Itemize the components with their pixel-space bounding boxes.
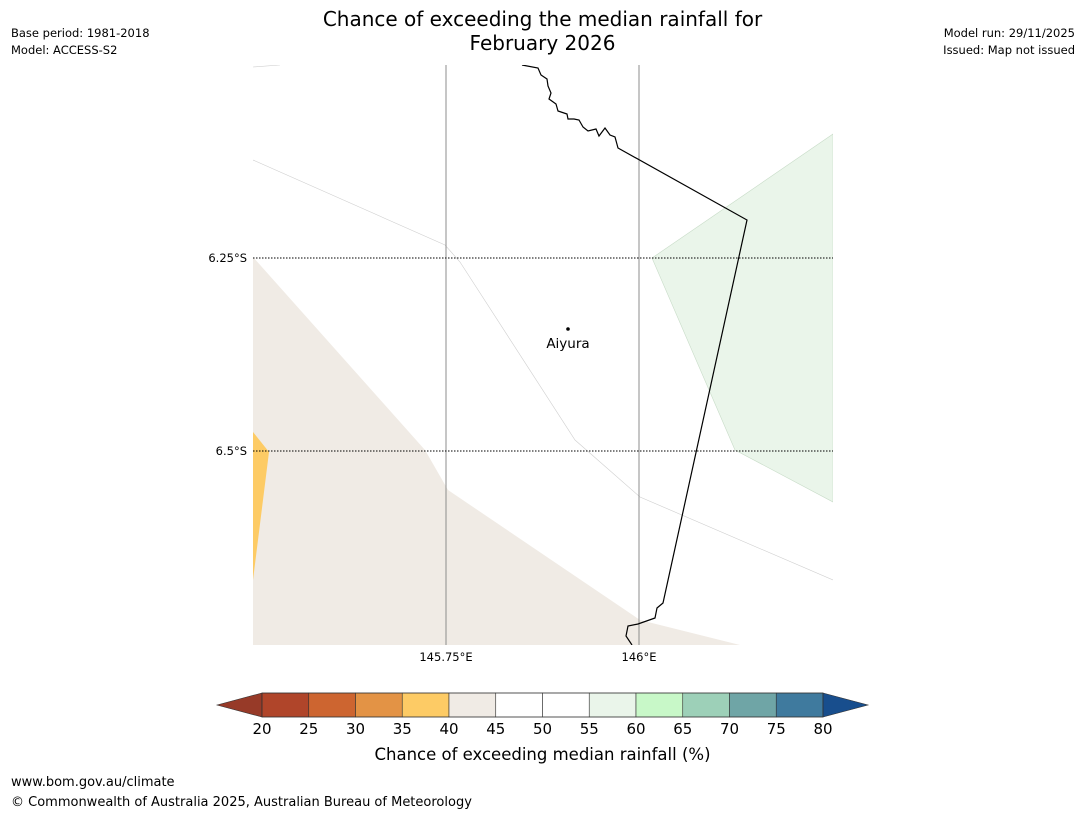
latitude-label-6-5: 6.5°S (215, 444, 247, 458)
longitude-label-146: 146°E (621, 650, 657, 664)
colorbar-tick-25: 25 (299, 720, 319, 738)
region-40-45-percent (253, 257, 740, 645)
map-title: Chance of exceeding the median rainfall … (0, 7, 1085, 55)
colorbar-outline (261, 692, 824, 718)
colorbar-bin-70-75 (729, 692, 777, 718)
issued-status-text: Issued: Map not issued (943, 43, 1075, 57)
contour-line (253, 159, 833, 581)
colorbar-bin-75-80 (775, 692, 824, 718)
place-label-aiyura: Aiyura (546, 336, 590, 352)
colorbar-tick-75: 75 (766, 720, 786, 738)
colorbar-bin-20-25 (261, 692, 310, 718)
map-metadata-right: Model run: 29/11/2025 Issued: Map not is… (943, 25, 1075, 59)
footer-url[interactable]: www.bom.gov.au/climate (11, 775, 175, 790)
colorbar-bin-65-70 (682, 692, 730, 718)
colorbar-tick-30: 30 (345, 720, 366, 738)
map-title-line-2: February 2026 (469, 31, 616, 55)
region-55-60-percent (651, 133, 833, 503)
colorbar-bin-45-50 (495, 692, 543, 718)
longitude-label-145-75: 145.75°E (419, 650, 473, 664)
region-35-40-percent (253, 432, 269, 580)
colorbar-bin-40-45 (448, 692, 497, 718)
colorbar-tick-60: 60 (626, 720, 646, 738)
colorbar-tick-55: 55 (579, 720, 599, 738)
colorbar-bin-25-30 (308, 692, 356, 718)
contour-line (253, 65, 281, 68)
colorbar-bin-50-55 (542, 692, 590, 718)
colorbar-tick-45: 45 (486, 720, 506, 738)
colorbar-bin-35-40 (401, 692, 450, 718)
colorbar-tick-50: 50 (532, 720, 553, 738)
colorbar-bin-30-35 (355, 692, 403, 718)
colorbar-low-extension (215, 692, 263, 718)
colorbar-tick-70: 70 (719, 720, 740, 738)
colorbar-bin-60-65 (635, 692, 684, 718)
colorbar-tick-labels: 20 25 30 35 40 45 50 55 60 65 70 75 80 (0, 720, 1085, 740)
colorbar-tick-65: 65 (673, 720, 693, 738)
colorbar-tick-40: 40 (439, 720, 459, 738)
colorbar-tick-80: 80 (813, 720, 833, 738)
colorbar-tick-35: 35 (392, 720, 412, 738)
map-title-line-1: Chance of exceeding the median rainfall … (322, 7, 763, 31)
colorbar-tick-20: 20 (252, 720, 272, 738)
map-metadata-left: Base period: 1981-2018 Model: ACCESS-S2 (11, 25, 150, 59)
coastline-border (521, 65, 748, 645)
footer-copyright: © Commonwealth of Australia 2025, Austra… (11, 795, 472, 810)
model-name-text: Model: ACCESS-S2 (11, 43, 118, 57)
aiyura-location-marker (566, 327, 570, 331)
colorbar-high-extension (822, 692, 870, 718)
colorbar-bin-55-60 (588, 692, 637, 718)
colorbar (215, 692, 870, 718)
latitude-label-6-25: 6.25°S (208, 251, 247, 265)
model-run-text: Model run: 29/11/2025 (943, 26, 1075, 40)
base-period-text: Base period: 1981-2018 (11, 26, 150, 40)
colorbar-label: Chance of exceeding median rainfall (%) (374, 745, 711, 764)
